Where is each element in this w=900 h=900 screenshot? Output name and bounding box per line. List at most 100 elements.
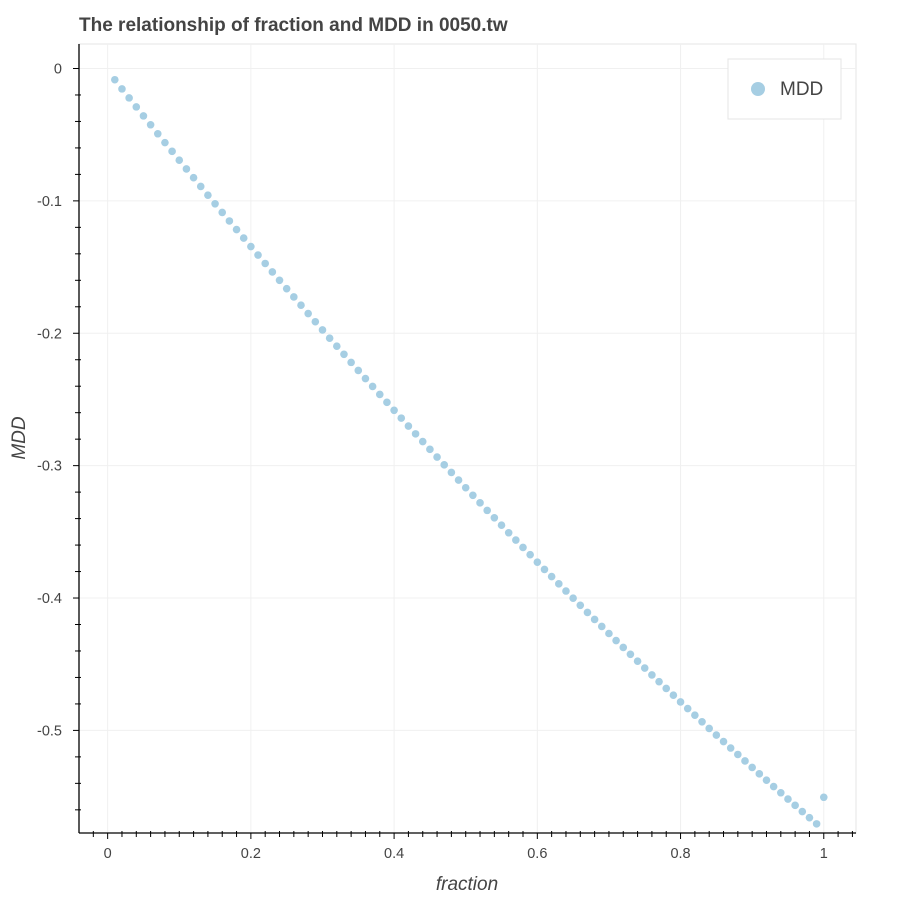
data-point (318, 326, 327, 334)
data-point (347, 358, 355, 367)
data-point (698, 717, 706, 726)
x-tick-label: 0.8 (670, 846, 690, 862)
data-point (368, 382, 377, 391)
data-point (261, 259, 269, 268)
x-axis-label: fraction (436, 874, 498, 895)
data-point (640, 664, 649, 672)
data-point (726, 744, 735, 752)
data-point (547, 572, 556, 581)
data-point (569, 594, 577, 602)
data-point (512, 536, 520, 544)
data-point (290, 293, 298, 301)
data-point (146, 120, 155, 129)
axes: 0 0.2 0.4 0.6 0.8 1 0 -0.1 -0.2 -0.3 -0.4 -0.5 (37, 44, 856, 862)
data-point (812, 820, 821, 828)
data-point (469, 491, 477, 500)
data-point (784, 795, 792, 803)
chart-title: The relationship of fraction and MDD in … (79, 15, 508, 36)
data-point (676, 698, 685, 706)
data-point (304, 309, 312, 318)
data-point (741, 757, 749, 765)
data-point (461, 483, 470, 492)
data-point (619, 643, 628, 652)
data-point (390, 406, 398, 415)
data-point (132, 103, 141, 111)
data-point (168, 147, 176, 156)
data-point (418, 437, 427, 446)
data-point (562, 587, 570, 595)
grid (79, 44, 856, 833)
data-point (311, 317, 320, 326)
data-point (111, 75, 119, 84)
legend-box (727, 58, 842, 120)
y-tick-label: -0.5 (37, 723, 62, 739)
data-point (597, 622, 606, 631)
data-point (590, 615, 599, 624)
legend-marker (751, 82, 765, 96)
data-point (483, 506, 491, 515)
data-point (777, 788, 785, 797)
data-point (175, 156, 184, 165)
data-point (490, 513, 499, 522)
data-point (648, 671, 656, 679)
data-point (153, 129, 162, 138)
data-point (204, 191, 212, 199)
data-point (189, 173, 198, 182)
legend: MDD (727, 58, 842, 120)
data-point (719, 737, 728, 746)
data-point (182, 165, 191, 173)
data-point (798, 807, 807, 816)
data-point (555, 580, 563, 588)
data-point (626, 650, 635, 659)
data-point (819, 793, 828, 802)
data-point (196, 182, 205, 191)
data-point (325, 334, 334, 342)
data-point (447, 468, 456, 477)
data-point (504, 528, 513, 537)
data-point (247, 242, 255, 251)
y-axis-label: MDD (9, 416, 30, 460)
data-point (139, 112, 148, 120)
data-point (361, 374, 370, 383)
data-point (633, 657, 642, 665)
data-point (275, 276, 284, 285)
data-point (540, 565, 549, 574)
data-point (225, 217, 234, 225)
data-point (232, 225, 241, 234)
y-tick-label: -0.1 (37, 194, 62, 210)
scatter-points (111, 75, 828, 828)
y-tick-label: -0.3 (37, 459, 62, 475)
data-point (533, 558, 542, 566)
data-point (411, 430, 420, 438)
data-point (583, 608, 592, 617)
data-point (404, 422, 413, 430)
data-point (375, 390, 384, 399)
data-point (282, 284, 291, 293)
data-point (662, 684, 671, 693)
data-point (669, 691, 678, 699)
data-point (125, 94, 133, 102)
x-tick-label: 0 (104, 846, 112, 862)
data-point (340, 350, 348, 359)
data-point (691, 711, 699, 719)
data-point (497, 521, 506, 530)
data-point (239, 234, 248, 242)
x-tick-label: 0.6 (527, 846, 547, 862)
data-point (791, 801, 799, 810)
data-point (476, 499, 484, 507)
data-point (526, 550, 534, 559)
data-point (333, 342, 341, 351)
legend-label: MDD (780, 79, 823, 100)
data-point (655, 677, 663, 686)
data-point (354, 366, 363, 375)
data-point (734, 750, 742, 759)
data-point (769, 782, 778, 791)
data-point (755, 770, 764, 778)
y-tick-label: -0.2 (37, 326, 62, 342)
data-point (605, 629, 613, 638)
data-point (805, 813, 814, 822)
data-point (762, 776, 771, 784)
data-point (683, 704, 692, 713)
